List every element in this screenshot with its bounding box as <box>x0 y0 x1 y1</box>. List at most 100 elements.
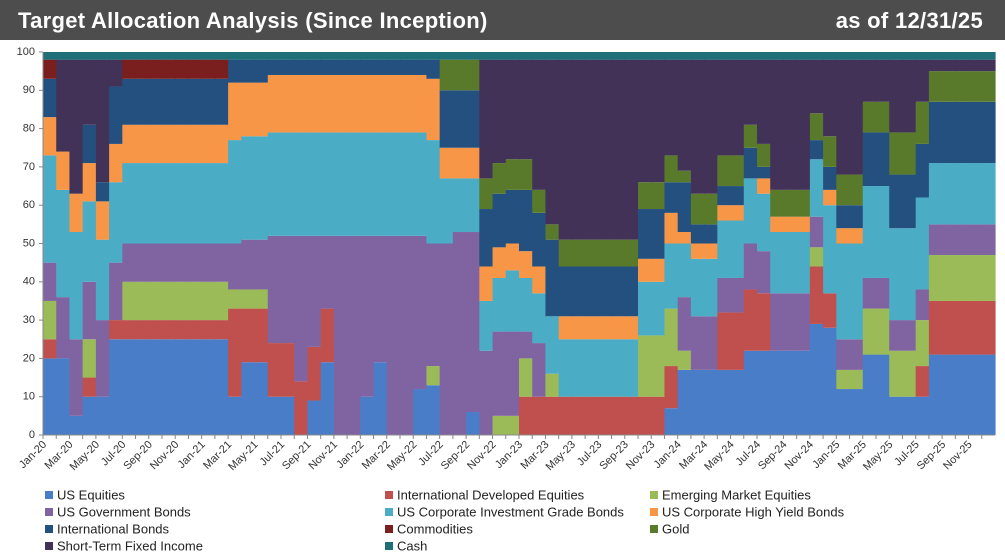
bar-segment <box>717 155 732 187</box>
bar-segment <box>95 52 110 60</box>
bar-segment <box>809 266 824 324</box>
bar-segment <box>730 277 745 313</box>
bar-segment <box>624 266 639 317</box>
bar-segment <box>942 52 956 60</box>
bar-segment <box>809 52 824 60</box>
bar-segment <box>809 247 824 267</box>
bar-segment <box>585 339 599 397</box>
bar-segment <box>426 366 441 386</box>
bar-segment <box>400 235 414 435</box>
bar-segment <box>241 52 256 60</box>
bar-segment <box>598 59 613 240</box>
bar-segment <box>214 281 229 321</box>
bar-segment <box>122 163 137 244</box>
bar-segment <box>783 293 798 351</box>
bar-segment <box>492 163 507 194</box>
bar-segment <box>968 254 983 301</box>
bar-segment <box>439 178 454 244</box>
bar-segment <box>386 235 401 435</box>
bar-segment <box>862 308 877 355</box>
bar-segment <box>571 316 586 340</box>
bar-segment <box>267 396 282 435</box>
bar-segment <box>968 224 983 255</box>
legend-label: International Bonds <box>57 521 170 536</box>
bar-segment <box>452 90 467 148</box>
bar-segment <box>823 327 837 435</box>
bar-segment <box>56 189 71 298</box>
bar-segment <box>717 59 732 156</box>
bar-segment <box>598 239 613 267</box>
bar-segment <box>955 52 970 60</box>
bar-segment <box>968 163 983 225</box>
bar-segment <box>585 52 599 60</box>
bar-segment <box>175 339 190 435</box>
bar-segment <box>373 52 388 60</box>
bar-segment <box>360 132 375 236</box>
bar-segment <box>638 396 652 435</box>
bar-segment <box>294 132 309 236</box>
bar-segment <box>836 228 851 244</box>
bar-segment <box>122 339 137 435</box>
bar-segment <box>743 289 758 351</box>
bar-segment <box>611 266 626 317</box>
bar-segment <box>677 243 692 298</box>
bar-segment <box>56 151 71 190</box>
bar-segment <box>862 277 877 309</box>
bar-segment <box>677 350 692 370</box>
bar-segment <box>823 293 837 328</box>
bar-segment <box>942 300 956 355</box>
x-tick-label: May-21 <box>226 439 260 473</box>
y-tick-label: 50 <box>23 237 35 249</box>
bar-segment <box>836 389 851 435</box>
bar-segment <box>479 209 494 267</box>
bar-segment <box>730 59 745 156</box>
bar-segment <box>188 320 203 340</box>
bar-segment <box>545 316 560 374</box>
bar-segment <box>558 239 573 267</box>
bar-segment <box>492 277 507 332</box>
bar-segment <box>347 235 361 435</box>
bar-segment <box>981 101 996 164</box>
bar-segment <box>968 52 983 60</box>
legend-label: US Equities <box>57 487 125 502</box>
x-tick-label: May-23 <box>544 439 578 473</box>
bar-segment <box>796 232 811 294</box>
bar-segment <box>466 59 480 91</box>
bar-segment <box>876 308 890 355</box>
bar-segment <box>889 350 904 397</box>
bar-segment <box>122 52 137 60</box>
bar-segment <box>690 224 705 244</box>
bar-segment <box>188 243 203 282</box>
bar-segment <box>664 155 679 183</box>
bar-segment <box>981 163 996 225</box>
bar-segment <box>823 136 837 167</box>
bar-segment <box>43 59 57 79</box>
y-tick-label: 20 <box>23 352 35 364</box>
bar-segment <box>558 52 573 60</box>
bar-segment <box>638 335 652 397</box>
bar-segment <box>320 235 335 309</box>
bar-segment <box>492 331 507 416</box>
bar-segment <box>347 59 361 75</box>
bar-segment <box>849 59 864 175</box>
bar-segment <box>889 396 904 435</box>
bar-segment <box>809 159 824 217</box>
bar-segment <box>836 174 851 206</box>
bar-segment <box>519 251 533 278</box>
bar-segment <box>902 396 917 435</box>
bar-segment <box>585 239 599 267</box>
bar-segment <box>228 289 242 309</box>
bar-segment <box>876 101 890 133</box>
legend-label: US Corporate Investment Grade Bonds <box>397 504 624 519</box>
bar-segment <box>638 182 652 210</box>
bar-segment <box>201 78 216 125</box>
bar-segment <box>43 262 57 301</box>
bar-segment <box>135 78 150 125</box>
bar-segment <box>638 209 652 259</box>
bar-segment <box>479 59 494 179</box>
bar-segment <box>876 59 890 102</box>
bar-segment <box>135 59 150 79</box>
bar-segment <box>426 78 441 141</box>
bar-segment <box>188 163 203 244</box>
